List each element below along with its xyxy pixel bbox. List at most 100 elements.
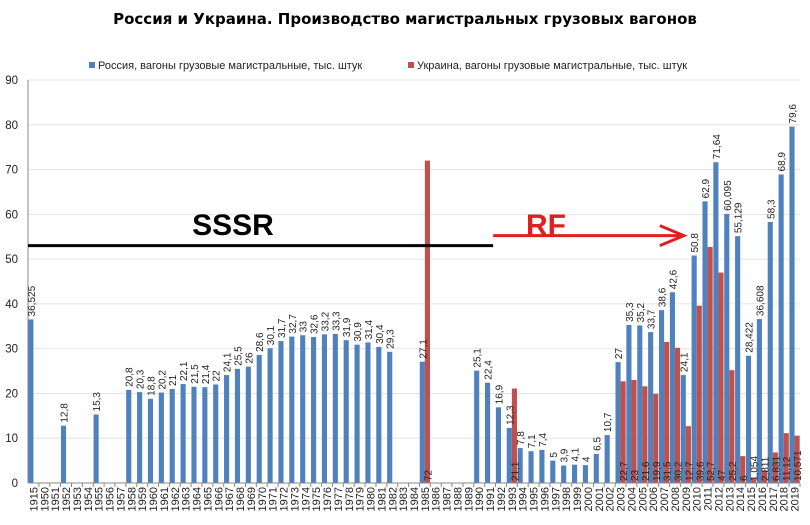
bar-russia-1978 — [343, 340, 349, 483]
bar-russia-1969 — [245, 366, 251, 483]
data-label-russia-1968: 25,5 — [233, 346, 244, 366]
data-label-russia-1965: 21,4 — [201, 364, 212, 384]
legend-swatch-russia — [89, 62, 95, 68]
y-tick-label: 60 — [5, 209, 18, 221]
x-tick-label: 2013 — [724, 487, 736, 511]
data-label-russia-1995: 7,1 — [527, 434, 538, 448]
data-label-russia-2019: 79,6 — [788, 104, 799, 124]
x-axis: 1915195019511952195319541955195619571958… — [28, 482, 802, 511]
bar-russia-1952 — [60, 425, 67, 483]
data-label-russia-2002: 10,7 — [603, 412, 614, 432]
bar-russia-2018 — [778, 174, 784, 483]
bar-russia-1968 — [234, 368, 241, 483]
x-tick-label: 1959 — [137, 487, 149, 511]
x-tick-label: 1956 — [105, 487, 117, 511]
x-tick-label: 1997 — [550, 487, 562, 511]
bar-russia-1955 — [93, 414, 99, 483]
x-tick-label: 2012 — [713, 487, 725, 511]
bar-russia-2012 — [713, 162, 719, 483]
bar-russia-2014 — [735, 236, 741, 483]
bar-russia-2008 — [669, 292, 675, 483]
x-tick-label: 1951 — [50, 487, 62, 511]
x-tick-label: 1962 — [170, 487, 182, 511]
data-label-russia-2003: 27 — [614, 348, 625, 360]
data-label-russia-1981: 30,4 — [375, 324, 386, 344]
data-label-russia-2010: 50,8 — [690, 233, 701, 253]
data-label-russia-1999: 4,1 — [571, 447, 582, 461]
x-tick-label: 1985 — [420, 487, 432, 511]
x-tick-label: 1963 — [181, 487, 193, 511]
bar-russia-1964 — [191, 386, 197, 483]
bar-russia-1979 — [354, 344, 360, 483]
legend-label-ukraine: Украина, вагоны грузовые магистральные, … — [417, 60, 687, 72]
bar-russia-2003 — [615, 362, 621, 483]
data-label-ukraine-2004: 23 — [630, 469, 641, 481]
data-label-russia-1991: 22,4 — [484, 360, 495, 380]
x-tick-label: 1994 — [518, 487, 530, 511]
bar-russia-1974 — [300, 335, 306, 483]
data-label-ukraine-2007: 31,5 — [663, 461, 674, 481]
x-tick-label: 2000 — [583, 487, 595, 511]
annotations: SSSR RF — [28, 209, 688, 248]
data-label-russia-2004: 35,3 — [625, 302, 636, 322]
data-label-russia-1977: 33,3 — [331, 311, 342, 331]
bar-russia-2010 — [691, 255, 697, 483]
data-label-russia-2018: 68,9 — [777, 152, 788, 172]
x-tick-label: 1957 — [115, 487, 127, 511]
x-tick-label: 1988 — [452, 487, 464, 511]
data-label-russia-1969: 26 — [244, 352, 255, 364]
bar-russia-1973 — [289, 336, 295, 483]
x-tick-label: 1983 — [398, 487, 410, 511]
bar-ukraine-2019 — [794, 435, 800, 483]
bar-ukraine-2015 — [751, 478, 757, 483]
bar-russia-1962 — [169, 388, 175, 483]
bar-ukraine-2017 — [772, 452, 778, 483]
x-tick-label: 1953 — [72, 487, 84, 511]
data-label-ukraine-2016: 2,811 — [760, 456, 771, 481]
data-label-ukraine-2009: 12,7 — [684, 461, 695, 481]
data-label-russia-2013: 60,095 — [723, 180, 734, 211]
x-tick-label: 1967 — [224, 487, 236, 511]
data-label-ukraine-2012: 47 — [717, 469, 728, 481]
data-label-russia-2005: 35,2 — [636, 302, 647, 322]
x-tick-label: 1995 — [529, 487, 541, 511]
data-label-russia-1979: 30,9 — [353, 322, 364, 342]
bar-russia-1959 — [137, 392, 143, 483]
bar-russia-1965 — [202, 387, 208, 483]
bar-ukraine-2005 — [642, 386, 648, 483]
data-label-russia-1998: 3,9 — [560, 448, 571, 462]
x-tick-label: 1974 — [300, 487, 312, 511]
bar-russia-1997 — [550, 460, 556, 483]
x-tick-label: 1958 — [126, 487, 138, 511]
x-tick-label: 2019 — [790, 487, 802, 511]
x-tick-label: 1950 — [39, 487, 51, 511]
data-label-russia-2008: 42,6 — [668, 269, 679, 289]
data-label-ukraine-2008: 30,2 — [674, 461, 685, 481]
bar-russia-1960 — [147, 398, 154, 483]
x-tick-label: 1954 — [83, 487, 95, 511]
data-label-russia-1973: 32,7 — [288, 314, 299, 334]
bar-ukraine-1993 — [511, 388, 517, 483]
bar-russia-1972 — [278, 341, 284, 483]
chart-title: Россия и Украина. Производство магистрал… — [113, 10, 697, 28]
data-label-russia-1997: 5 — [549, 452, 560, 458]
bar-russia-1915 — [28, 319, 34, 483]
data-label-russia-1959: 20,3 — [136, 369, 147, 389]
arrow-head-icon — [659, 224, 688, 248]
x-tick-label: 2002 — [605, 487, 617, 511]
bar-russia-1977 — [332, 333, 338, 483]
x-tick-label: 1976 — [322, 487, 334, 511]
data-label-russia-1974: 33 — [299, 321, 310, 333]
x-tick-label: 1979 — [355, 487, 367, 511]
data-label-russia-1915: 36,525 — [27, 285, 38, 316]
x-tick-label: 2009 — [681, 487, 693, 511]
data-label-russia-2017: 58,3 — [766, 199, 777, 219]
bar-russia-1994 — [517, 448, 523, 483]
x-tick-label: 1971 — [268, 487, 280, 511]
data-label-russia-2015: 28,422 — [745, 322, 756, 353]
data-labels: 36,525 12,8 15,3 20,8 20,3 18,8 20,2 21 22,1 21,5… — [27, 104, 804, 481]
data-label-russia-2014: 55,129 — [734, 202, 745, 233]
bar-russia-1991 — [485, 382, 491, 483]
data-label-ukraine-2017: 6,831 — [771, 456, 782, 481]
